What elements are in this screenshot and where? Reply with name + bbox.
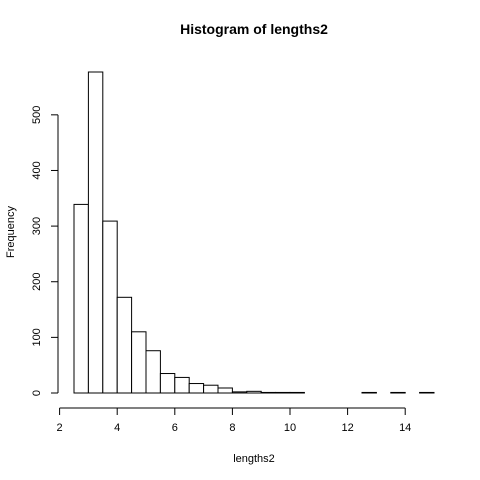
y-tick-label: 400 <box>31 161 43 179</box>
chart-title: Histogram of lengths2 <box>180 21 328 37</box>
histogram-bar <box>419 391 435 394</box>
y-tick-label: 500 <box>31 106 43 124</box>
histogram-bar <box>131 331 147 394</box>
histogram-bar <box>73 203 89 394</box>
x-tick-label: 8 <box>229 422 235 434</box>
x-tick-label: 2 <box>57 422 63 434</box>
histogram-bar <box>275 391 291 394</box>
y-tick-label: 200 <box>31 273 43 291</box>
x-tick-label: 14 <box>399 422 411 434</box>
x-tick-label: 10 <box>284 422 296 434</box>
histogram-bar <box>203 384 219 394</box>
histogram-bar <box>231 391 248 394</box>
histogram-bar <box>87 71 104 394</box>
histogram-bar <box>246 390 262 394</box>
x-axis-label: lengths2 <box>233 453 275 465</box>
y-tick-label: 0 <box>31 390 43 396</box>
histogram-bar <box>260 391 277 394</box>
histogram-bar <box>361 391 377 394</box>
x-tick-label: 12 <box>341 422 353 434</box>
histogram-bar <box>145 350 161 394</box>
y-axis-label: Frequency <box>5 206 17 258</box>
x-axis: 2 4 6 8 10 12 14 <box>57 407 411 434</box>
histogram-bar <box>159 373 176 394</box>
histogram-bar <box>289 391 305 394</box>
x-tick-label: 4 <box>114 422 120 434</box>
histogram-bar <box>188 383 205 394</box>
histogram-bar <box>217 387 233 394</box>
x-tick-label: 6 <box>172 422 178 434</box>
y-axis: 0 100 200 300 400 500 <box>31 106 59 396</box>
y-tick-label: 100 <box>31 328 43 346</box>
histogram-bar <box>174 376 190 394</box>
histogram-bar <box>390 391 406 394</box>
histogram-bars <box>73 71 435 394</box>
histogram-bar <box>116 296 133 394</box>
histogram-bar <box>102 220 118 394</box>
y-tick-label: 300 <box>31 217 43 235</box>
